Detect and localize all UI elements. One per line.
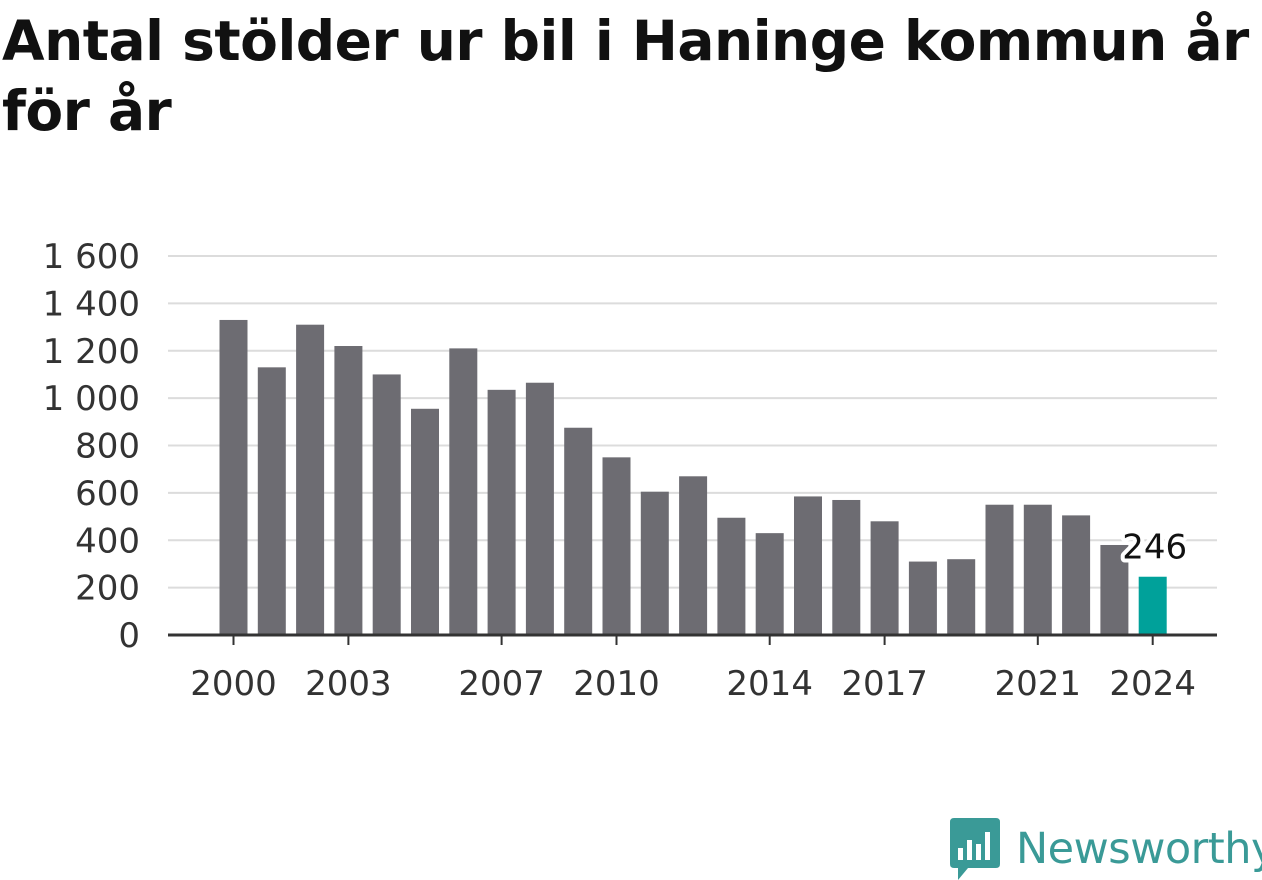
x-tick-label: 2021: [995, 664, 1082, 704]
y-tick-label: 1 400: [43, 284, 140, 324]
bar-2008: [525, 382, 554, 635]
y-tick-label: 0: [118, 616, 140, 656]
bar-2015: [794, 496, 822, 635]
y-tick-label: 1 600: [43, 237, 140, 277]
x-tick-label: 2000: [190, 664, 277, 704]
x-tick-label: 2024: [1109, 664, 1196, 704]
bar-2018: [908, 561, 937, 635]
bar-2024: [1138, 576, 1167, 635]
bar-2022: [1062, 515, 1091, 635]
y-tick-label: 800: [75, 427, 140, 467]
y-tick-label: 200: [75, 569, 140, 609]
newsworthy-chart-icon: [950, 818, 1000, 880]
bar-2019: [947, 559, 976, 635]
bar-2020: [985, 504, 1014, 635]
annotations: 246: [1118, 524, 1191, 572]
y-tick-label: 1 200: [43, 332, 140, 372]
bar-2002: [296, 324, 325, 635]
bar-2000: [219, 319, 248, 635]
bar-2006: [449, 348, 478, 635]
bar-2023: [1100, 544, 1129, 635]
chart-title: Antal stölder ur bil i Haninge kommun år…: [2, 9, 1249, 143]
x-tick-label: 2007: [458, 664, 545, 704]
x-tick-label: 2014: [726, 664, 813, 704]
x-tick-label: 2003: [305, 664, 392, 704]
bar-2011: [640, 491, 669, 635]
bar-2017: [870, 521, 899, 635]
bar-2009: [564, 427, 593, 635]
bar-2013: [717, 517, 746, 635]
bar-2004: [372, 374, 401, 635]
logo-text: Newsworthy: [1016, 824, 1262, 874]
bar-2007: [487, 389, 516, 635]
bar-2005: [411, 408, 439, 635]
bar-2014: [755, 533, 784, 635]
y-axis-labels: 0 200 400 600 800 1 000 1 200 1 400 1 600: [43, 237, 140, 656]
y-tick-label: 400: [75, 521, 140, 561]
y-tick-label: 600: [75, 474, 140, 514]
newsworthy-logo: Newsworthy: [950, 818, 1262, 880]
bar-2016: [832, 499, 861, 635]
x-tick-label: 2017: [841, 664, 928, 704]
bar-2001: [257, 367, 286, 635]
x-axis-labels: 2000 2003 2007 2010 2014 2017 2021 2024: [190, 635, 1196, 704]
y-tick-label: 1 000: [43, 379, 140, 419]
highlight-value-label: 246: [1122, 528, 1187, 568]
bar-2003: [334, 346, 363, 635]
x-tick-label: 2010: [573, 664, 660, 704]
bar-2010: [602, 457, 631, 635]
bar-2021: [1023, 504, 1052, 635]
bars: [219, 319, 1167, 635]
bar-2012: [679, 476, 708, 635]
